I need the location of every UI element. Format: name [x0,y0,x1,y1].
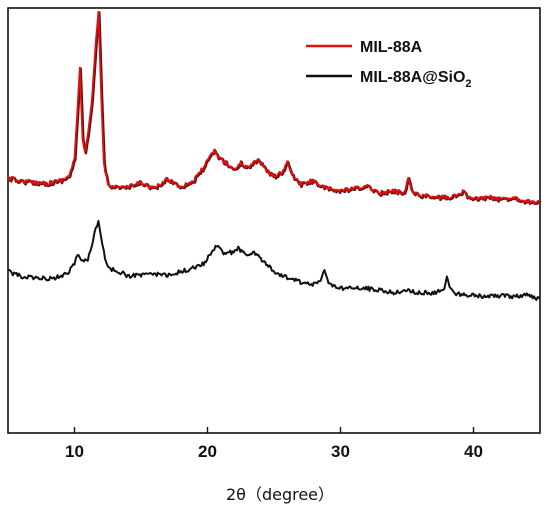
x-tick-label: 10 [65,442,84,461]
legend-label-subscript: 2 [465,78,471,90]
series-layer [7,10,542,301]
legend-label-mil-88a: MIL-88A [360,39,423,56]
x-tick-label: 30 [331,442,350,461]
x-axis-label: 2θ（degree） [226,485,334,504]
legend: MIL-88A MIL-88A@SiO2 [306,39,472,90]
series-line-mil-88a [7,10,541,204]
x-tick-label: 20 [198,442,217,461]
plot-area [7,7,541,434]
series-line-mil-88a-sio2 [7,220,541,301]
legend-label-mil-88a-sio2: MIL-88A@SiO2 [360,69,472,90]
legend-label-main: MIL-88A@SiO [360,69,465,86]
x-tick-label: 40 [464,442,483,461]
x-axis: 10 20 30 40 [65,427,483,461]
